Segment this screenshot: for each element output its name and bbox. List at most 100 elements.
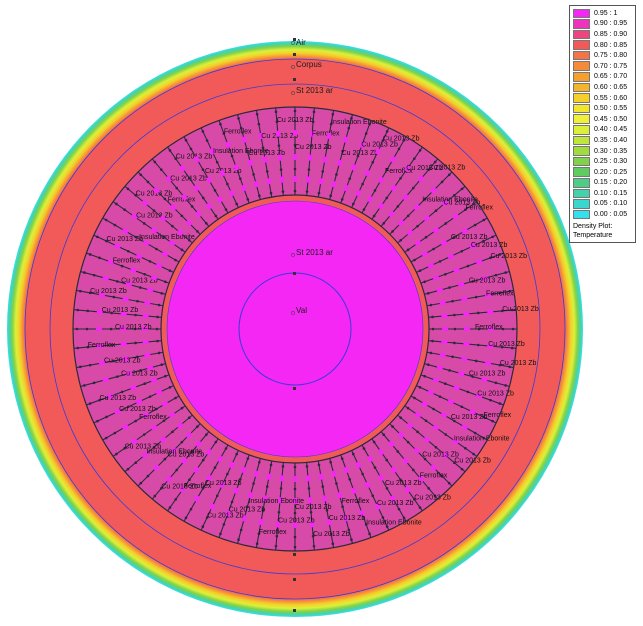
inner-core-region: [166, 200, 424, 458]
winding-block: [120, 327, 126, 331]
slot-label: Ferroflex: [113, 258, 141, 265]
mesh-node: [293, 109, 297, 113]
winding-block: [441, 339, 448, 345]
mesh-node: [134, 235, 137, 239]
mesh-node: [274, 544, 278, 548]
winding-block: [469, 408, 477, 415]
mesh-node: [293, 119, 297, 123]
winding-block: [228, 461, 235, 469]
mesh-node: [246, 457, 250, 460]
mesh-node: [274, 110, 278, 114]
mesh-node: [329, 194, 333, 198]
mesh-node: [293, 465, 297, 469]
legend-range-label: 0.35 : 0.40: [594, 136, 628, 144]
winding-block: [350, 163, 357, 171]
mesh-node: [399, 416, 403, 420]
mesh-node: [146, 180, 150, 184]
mesh-node: [482, 436, 486, 440]
legend-range-label: 0.95 : 1: [594, 9, 618, 17]
mesh-node: [153, 160, 157, 164]
mesh-node: [432, 247, 435, 251]
mesh-node: [279, 487, 283, 490]
mesh-node: [453, 313, 456, 317]
mesh-node: [406, 248, 410, 252]
winding-block: [129, 267, 137, 274]
winding-block: [461, 227, 469, 235]
slot-label: Cu 2013 Zb: [377, 500, 414, 507]
mesh-node: [448, 369, 451, 372]
mesh-node: [426, 363, 430, 367]
mesh-node: [511, 327, 515, 331]
slot-label: Cu 2013 Zb: [451, 234, 488, 241]
winding-block: [457, 281, 465, 288]
winding-block: [421, 250, 429, 258]
legend-swatch: [573, 29, 590, 40]
mesh-node: [335, 173, 338, 176]
legend-swatch: [573, 8, 590, 19]
mesh-node: [453, 461, 456, 464]
slot-label: Ferroflex: [475, 324, 503, 331]
slot-label: Insulation Ebonite: [248, 498, 304, 505]
legend-range-label: 0.90 : 0.95: [594, 20, 628, 28]
mesh-node: [257, 460, 261, 464]
winding-block: [457, 370, 465, 377]
winding-block: [146, 365, 154, 371]
winding-block: [150, 424, 158, 432]
mesh-node: [471, 375, 475, 378]
winding-block: [143, 300, 151, 306]
winding-block: [277, 497, 283, 504]
mesh-node: [309, 144, 313, 148]
mesh-node: [168, 149, 172, 152]
winding-block: [293, 476, 297, 482]
slot-label: Cu 2013 Zb: [102, 307, 139, 314]
slot-label: Cu 2013 Zb: [342, 150, 379, 157]
winding-block: [155, 262, 163, 269]
mesh-node: [79, 289, 82, 293]
legend-swatch: [573, 135, 590, 146]
winding-block: [414, 411, 422, 419]
node-marker: [293, 387, 296, 390]
mesh-node: [491, 419, 494, 423]
winding-block: [142, 327, 148, 331]
legend-row: 0.55 : 0.60: [573, 93, 633, 104]
winding-block: [404, 485, 411, 494]
winding-block: [169, 203, 177, 211]
winding-block: [387, 210, 395, 218]
winding-block: [453, 267, 461, 274]
mesh-node: [356, 500, 360, 504]
winding-block: [130, 213, 139, 220]
mesh-node: [433, 494, 437, 498]
winding-block: [96, 327, 102, 331]
slot-label: Cu 2013 Zb: [361, 142, 398, 149]
mesh-node: [362, 208, 366, 211]
slot-label: Ferroflex: [312, 131, 340, 138]
winding-block: [219, 481, 226, 489]
mesh-node: [423, 457, 427, 461]
mesh-node: [196, 425, 199, 428]
mesh-node: [171, 224, 174, 228]
mesh-node: [277, 144, 281, 148]
winding-block: [463, 341, 470, 347]
winding-block: [180, 457, 188, 465]
legend-swatch: [573, 40, 590, 50]
winding-block: [469, 243, 477, 250]
mesh-node: [196, 230, 199, 233]
legend-range-label: 0.50 : 0.55: [594, 105, 628, 113]
mesh-node: [508, 365, 511, 369]
winding-block: [355, 189, 362, 197]
slot-label: Ferroflex: [259, 529, 287, 536]
mesh-node: [372, 440, 376, 444]
mesh-node: [385, 196, 389, 200]
winding-block: [475, 259, 483, 265]
mesh-node: [115, 202, 118, 206]
winding-block: [152, 464, 160, 472]
mesh-node: [466, 264, 470, 268]
mesh-node: [160, 487, 163, 490]
winding-block: [377, 176, 385, 184]
mesh-node: [246, 505, 249, 509]
slot-label: Ferroflex: [88, 342, 116, 349]
winding-block: [430, 186, 438, 194]
mesh-node: [474, 295, 478, 299]
mesh-node: [215, 494, 219, 498]
winding-block: [436, 287, 444, 293]
